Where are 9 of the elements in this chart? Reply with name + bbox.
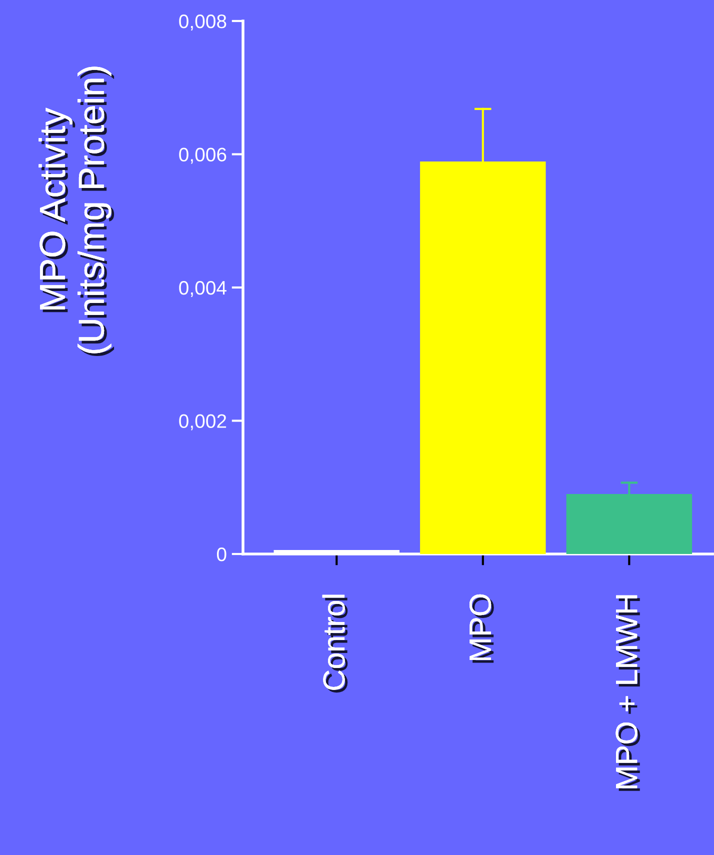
y-tick-label: 0,002 xyxy=(179,414,226,430)
y-axis-title: MPO Activity (Units/mg Protein) xyxy=(38,66,114,356)
x-tick-label: Control xyxy=(322,594,348,693)
y-tick-label: 0,004 xyxy=(179,280,226,298)
y-tick-label: 0 xyxy=(216,547,226,562)
y-tick-label: 0,006 xyxy=(179,148,226,164)
x-tick-label: MPO + LMWH xyxy=(616,595,640,791)
x-tick-label: MPO xyxy=(469,594,494,663)
y-tick-label: 0,008 xyxy=(179,14,226,31)
